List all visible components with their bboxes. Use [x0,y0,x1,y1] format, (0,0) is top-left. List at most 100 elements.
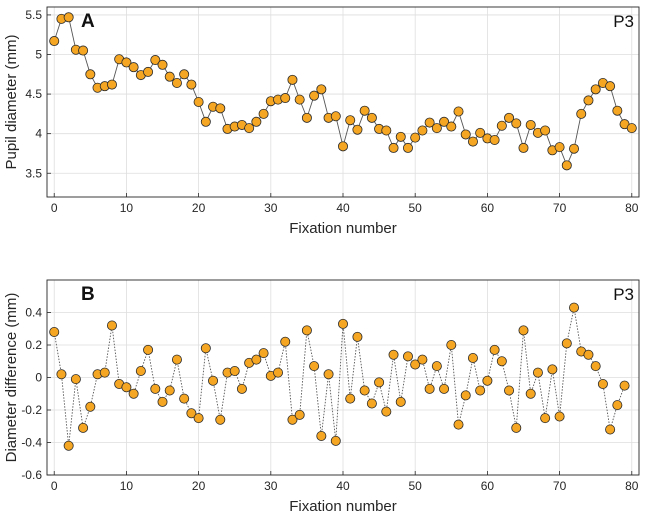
panel-a-data-point [330,111,341,122]
panel-b-data-point [475,385,486,396]
panel-a-data-point [540,125,551,136]
panel-a-participant-label: P3 [613,12,634,31]
panel-a-y-tick-label: 4 [35,127,42,141]
panel-a-x-tick-label: 0 [51,201,58,215]
panel-a-data-point [576,108,587,119]
panel-a-data-point [453,106,464,117]
panel-a-x-tick-label: 20 [192,201,206,215]
panel-a-data-point [626,123,637,134]
panel-b-data-point [323,369,334,380]
panel-b-data-point [99,367,110,378]
panel-b-data-point [374,377,385,388]
panel-b-data-point [417,354,428,365]
panel-b-data-point [605,424,616,435]
panel-b-data-point [258,348,269,359]
panel-a-data-point [63,12,74,23]
panel-b-x-tick-label: 20 [192,479,206,493]
panel-b-data-point [85,401,96,412]
panel-a-data-point [590,84,601,95]
panel-a-data-point [215,103,226,114]
panel-b-data-point [424,383,435,394]
panel-b-data-point [540,413,551,424]
panel-a-data-point [410,132,421,143]
panel-b-data-point [215,414,226,425]
panel-b-data-point [56,369,67,380]
panel-a-data-point [352,124,363,135]
panel-b-data-point [554,411,565,422]
panel-a-data-point [106,79,117,90]
panel-a-x-tick-label: 80 [625,201,639,215]
panel-b-data-point [316,430,327,441]
panel-b-y-tick-label: 0.4 [25,306,42,320]
panel-b-data-point [467,352,478,363]
panel-b-data-point [49,326,60,337]
panel-b-data-point [446,339,457,350]
panel-a-x-tick-label: 30 [264,201,278,215]
panel-b-data-point [381,406,392,417]
panel-b-data-point [106,320,117,331]
panel-a-data-point [200,116,211,127]
panel-a-data-point [258,108,269,119]
panel-b-x-tick-label: 10 [120,479,134,493]
panel-a-data-point [496,120,507,131]
panel-a-data-point [359,105,370,116]
panel-b-data-point [482,375,493,386]
panel-b-data-point [309,361,320,372]
panel-b-series [49,302,630,451]
panel-a-y-tick-label: 5 [35,48,42,62]
panel-a-y-tick-label: 4.5 [25,87,42,101]
panel-b-data-point [489,344,500,355]
panel-a-data-point [186,79,197,90]
panel-a-x-tick-label: 10 [120,201,134,215]
panel-a-data-point [417,125,428,136]
panel-a-data-point [251,116,262,127]
panel-b-data-point [402,351,413,362]
panel-a-data-point [121,57,132,68]
panel-b-data-point [229,365,240,376]
panel-a-data-point [561,160,572,171]
panel-b-x-tick-label: 30 [264,479,278,493]
panel-a-data-point [583,95,594,106]
panel-b-data-point [287,414,298,425]
panel-b-data-point [200,343,211,354]
panel-a-data-point [467,136,478,147]
panel-b-x-tick-label: 60 [481,479,495,493]
panel-a-data-point [395,131,406,142]
panel-a-data-point [504,112,515,123]
panel-a-data-point [569,143,580,154]
panel-a-data-point [489,134,500,145]
panel-a-data-point [402,142,413,153]
panel-a-data-point [518,142,529,153]
panel-b-data-point [395,396,406,407]
panel-b-data-point [612,400,623,411]
panel-b-data-point [128,388,139,399]
panel-a-data-point [475,127,486,138]
panel-b-data-point [330,435,341,446]
panel-a-data-point [511,118,522,129]
panel-b-data-point [359,385,370,396]
panel-b-data-point [460,390,471,401]
panel-a-data-point [366,112,377,123]
panel-a-data-point [179,69,190,80]
panel-a-data-point [439,116,450,127]
panel-a-data-point [316,84,327,95]
panel-a-data-point [612,105,623,116]
panel-a-data-point [554,142,565,153]
panel-b-data-point [186,408,197,419]
panel-b-x-axis-label: Fixation number [289,498,397,514]
panel-b-data-point [301,325,312,336]
panel-b-data-point [78,422,89,433]
panel-b-y-axis-label: Diameter difference (mm) [3,293,20,463]
panel-b-participant-label: P3 [613,285,634,304]
panel-b-data-point [439,383,450,394]
panel-a-data-point [164,71,175,82]
panel-b-x-tick-label: 50 [409,479,423,493]
panel-a-data-point [424,117,435,128]
panel-b-data-point [561,338,572,349]
panel-b-data-point [143,344,154,355]
panel-b-data-point [179,393,190,404]
panel-a-data-point [525,119,536,130]
panel-b-y-tick-label: -0.6 [21,468,42,482]
panel-b-data-point [352,331,363,342]
